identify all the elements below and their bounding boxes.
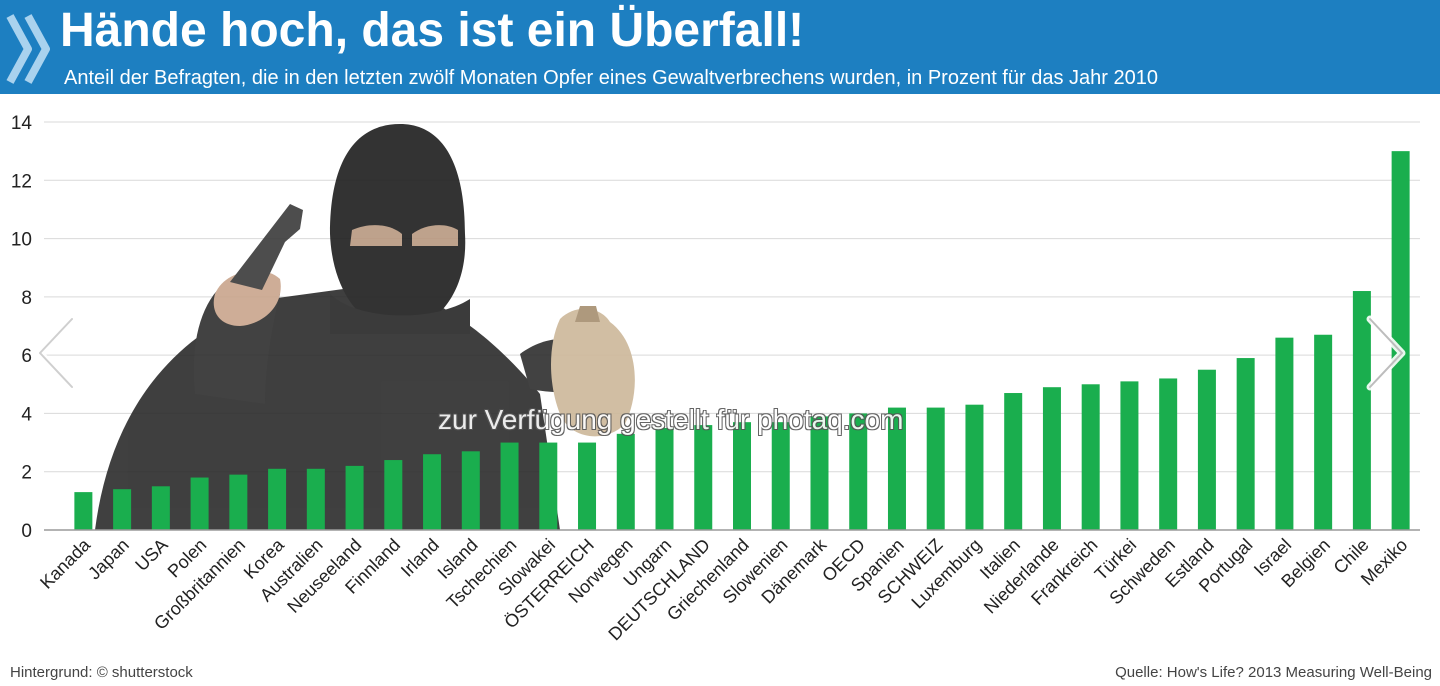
chevron-left-icon[interactable] — [30, 313, 80, 393]
bar — [1314, 334, 1333, 530]
bar — [384, 460, 403, 530]
bar — [733, 422, 751, 530]
bar — [539, 442, 558, 530]
bar — [694, 425, 713, 530]
bar — [849, 413, 868, 530]
bar — [616, 433, 635, 530]
bar — [1275, 337, 1294, 530]
bar — [1236, 358, 1255, 530]
bar — [1120, 381, 1139, 530]
bars — [74, 151, 1410, 530]
y-tick-label: 0 — [21, 521, 32, 542]
bar — [113, 489, 132, 530]
bar — [345, 465, 364, 530]
y-tick-label: 12 — [11, 171, 32, 192]
bar — [887, 407, 906, 530]
x-axis-ticks: KanadaJapanUSAPolenGroßbritannienKoreaAu… — [36, 534, 1411, 644]
image-credit: Hintergrund: © shutterstock — [10, 664, 193, 681]
double-chevron-icon — [6, 14, 50, 84]
bar — [578, 442, 597, 530]
y-tick-label: 8 — [21, 288, 32, 309]
x-tick-label: Irland — [397, 535, 443, 581]
header-banner: Hände hoch, das ist ein Überfall! Anteil… — [0, 0, 1440, 94]
bar — [1352, 291, 1371, 530]
x-tick-label: Kanada — [36, 534, 95, 593]
bar — [151, 486, 170, 530]
chevron-right-icon[interactable] — [1362, 313, 1412, 393]
bar — [965, 404, 984, 530]
data-source: Quelle: How's Life? 2013 Measuring Well-… — [1115, 664, 1432, 681]
bar — [500, 442, 519, 530]
bar — [1197, 369, 1216, 530]
bar — [268, 468, 287, 530]
bar — [771, 422, 790, 530]
y-tick-label: 4 — [21, 404, 32, 425]
bar — [423, 454, 442, 530]
watermark-text: zur Verfügung gestellt für photaq.com — [438, 404, 904, 435]
y-axis-ticks: 0 2 4 6 8 10 12 14 — [11, 113, 33, 542]
y-tick-label: 10 — [11, 230, 32, 251]
bar — [1004, 393, 1023, 530]
masked-robber-illustration — [95, 124, 635, 530]
bar-chart: 0 2 4 6 8 10 12 14 KanadaJapanUSAPolenGroßbrita… — [11, 113, 1420, 644]
y-tick-label: 6 — [21, 346, 32, 367]
y-tick-label: 2 — [21, 463, 32, 484]
bar — [306, 468, 325, 530]
chart-subtitle: Anteil der Befragten, die in den letzten… — [64, 67, 1158, 89]
bar — [74, 492, 93, 530]
bar — [190, 477, 209, 530]
bar — [926, 407, 945, 530]
bar — [1042, 387, 1061, 530]
x-tick-label: Japan — [84, 535, 133, 584]
chart-title: Hände hoch, das ist ein Überfall! — [60, 4, 805, 57]
bar — [1081, 384, 1100, 530]
bar — [229, 474, 248, 530]
bar — [810, 416, 829, 530]
bar — [1159, 378, 1178, 530]
bar — [655, 428, 674, 530]
bar — [461, 451, 480, 530]
bar — [1391, 151, 1410, 530]
y-tick-label: 14 — [11, 113, 33, 134]
